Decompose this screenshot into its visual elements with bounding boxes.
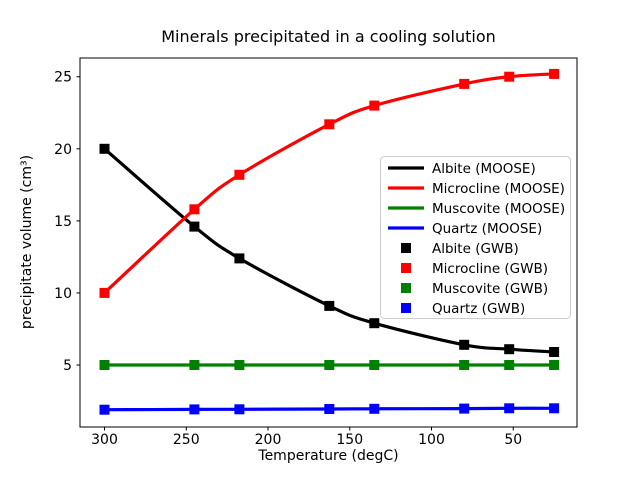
marker-muscovite-gwb-300 [99,360,110,370]
legend-label-muscovite-moose: Muscovite (MOOSE) [432,201,565,217]
series-markers-quartz-gwb [99,403,560,415]
x-tick-label-200: 200 [255,432,282,448]
marker-albite-gwb-80 [459,339,470,350]
marker-muscovite-gwb-217.5 [234,360,245,370]
legend-marker-sample-quartz-gwb [401,303,411,313]
plot-border [79,57,578,428]
x-axis-label: Temperature (degC) [258,448,399,464]
marker-albite-gwb-25 [549,347,560,357]
legend-label-quartz-moose: Quartz (MOOSE) [432,221,542,237]
marker-microcline-gwb-52.5 [504,71,515,82]
legend-label-quartz-gwb: Quartz (GWB) [432,301,525,317]
marker-muscovite-gwb-135 [369,360,380,370]
legend-marker-sample-microcline-gwb [401,263,411,273]
marker-quartz-gwb-52.5 [504,403,515,414]
marker-quartz-gwb-80 [459,403,470,414]
legend-entry-microcline-gwb: Microcline (GWB) [401,261,548,277]
y-tick-label-10: 10 [54,286,72,302]
legend-entry-quartz-moose: Quartz (MOOSE) [388,221,542,237]
legend-marker-sample-albite-gwb [401,243,411,253]
x-tick-label-150: 150 [336,432,363,448]
marker-albite-gwb-162.5 [324,300,335,311]
series-markers-albite-gwb [99,143,560,357]
y-tick-label-25: 25 [54,70,72,86]
legend-label-albite-moose: Albite (MOOSE) [432,161,536,177]
marker-albite-gwb-135 [369,318,380,329]
y-axis-label-text: precipitate volume (cm³) [19,154,35,330]
marker-albite-gwb-52.5 [504,344,515,355]
marker-muscovite-gwb-25 [549,360,560,370]
marker-microcline-gwb-245 [189,204,200,215]
marker-quartz-gwb-245 [189,404,200,415]
legend-entry-quartz-gwb: Quartz (GWB) [401,301,525,317]
marker-microcline-gwb-135 [369,100,380,111]
x-tick-label-100: 100 [418,432,445,448]
y-tick-label-15: 15 [54,214,72,230]
series-markers-muscovite-gwb [99,360,560,370]
marker-microcline-gwb-217.5 [234,169,245,180]
marker-microcline-gwb-25 [549,68,560,79]
marker-muscovite-gwb-52.5 [504,360,515,370]
legend-entry-muscovite-moose: Muscovite (MOOSE) [388,201,565,217]
marker-quartz-gwb-162.5 [324,404,335,414]
legend-label-muscovite-gwb: Muscovite (GWB) [432,281,548,297]
marker-albite-gwb-245 [189,221,200,232]
legend-entry-muscovite-gwb: Muscovite (GWB) [401,281,548,297]
marker-microcline-gwb-80 [459,78,470,89]
marker-quartz-gwb-217.5 [234,404,245,415]
x-tick-label-50: 50 [504,432,522,448]
legend-entry-albite-moose: Albite (MOOSE) [388,161,536,177]
x-tick-label-300: 300 [91,432,118,448]
legend-label-microcline-moose: Microcline (MOOSE) [432,181,565,197]
marker-muscovite-gwb-162.5 [324,360,335,370]
marker-muscovite-gwb-245 [189,360,200,370]
marker-microcline-gwb-162.5 [324,119,335,130]
legend-entry-microcline-moose: Microcline (MOOSE) [388,181,565,197]
marker-quartz-gwb-300 [99,404,110,415]
legend-label-albite-gwb: Albite (GWB) [432,241,519,257]
legend-label-microcline-gwb: Microcline (GWB) [432,261,548,277]
y-tick-label-20: 20 [54,142,72,158]
legend-marker-sample-muscovite-gwb [401,283,411,293]
legend-entry-albite-gwb: Albite (GWB) [401,241,519,257]
marker-quartz-gwb-25 [549,403,560,414]
marker-muscovite-gwb-80 [459,360,470,370]
y-tick-label-5: 5 [63,358,72,374]
marker-quartz-gwb-135 [369,403,380,414]
chart-title: Minerals precipitated in a cooling solut… [161,27,496,46]
x-tick-label-250: 250 [173,432,200,448]
marker-microcline-gwb-300 [99,287,110,298]
marker-albite-gwb-300 [99,143,110,154]
marker-albite-gwb-217.5 [234,253,245,264]
legend-box [380,156,571,319]
series-markers-microcline-gwb [99,68,560,298]
